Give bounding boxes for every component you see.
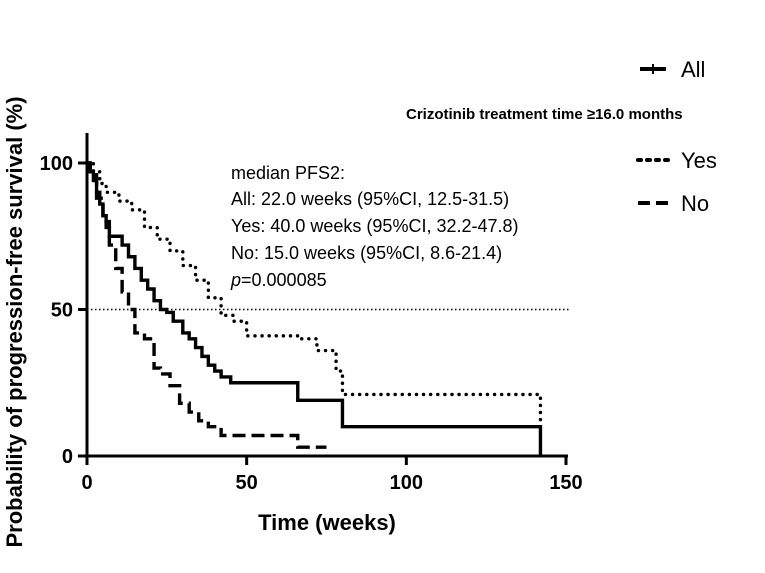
annotation-heading: median PFS2:: [231, 163, 345, 183]
annotation-p-value: p=0.000085: [230, 270, 327, 290]
legend-no-label: No: [681, 191, 709, 216]
series-line-yes: [85, 161, 543, 429]
y-tick-label: 100: [40, 153, 73, 175]
p-number: =0.000085: [241, 270, 327, 290]
y-tick-label: 0: [62, 446, 73, 468]
y-axis-label: Probability of progression-free survival…: [2, 96, 27, 547]
p-symbol: p: [230, 270, 241, 290]
annotation-no: No: 15.0 weeks (95%CI, 8.6-21.4): [231, 243, 502, 263]
y-tick-label: 50: [51, 300, 73, 322]
annotation-all: All: 22.0 weeks (95%CI, 12.5-31.5): [231, 189, 509, 209]
x-tick-label: 150: [549, 472, 582, 494]
legend-all-label: All: [681, 57, 705, 82]
series-line-no: [87, 161, 327, 449]
annotation-yes: Yes: 40.0 weeks (95%CI, 32.2-47.8): [231, 216, 519, 236]
x-tick-label: 50: [236, 472, 258, 494]
x-tick-label: 100: [390, 472, 423, 494]
x-axis-label: Time (weeks): [258, 510, 396, 535]
legend: All Crizotinib treatment time ≥16.0 mont…: [406, 57, 717, 216]
legend-group-title: Crizotinib treatment time ≥16.0 months: [406, 106, 683, 123]
legend-yes-label: Yes: [681, 148, 717, 173]
x-tick-label: 0: [81, 472, 92, 494]
series-line-all: [87, 161, 543, 456]
median-annotation: median PFS2: All: 22.0 weeks (95%CI, 12.…: [230, 163, 519, 290]
plot-area: 0 50 100 0 50 100 150: [40, 133, 583, 494]
